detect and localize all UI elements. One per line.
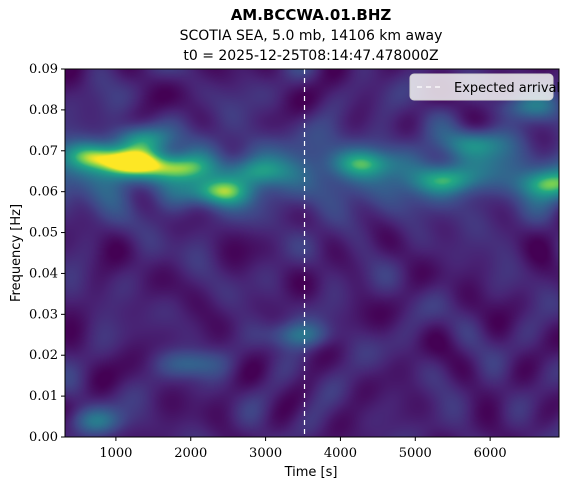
chart-subtitle-line1: SCOTIA SEA, 5.0 mb, 14106 km away [180, 28, 443, 44]
y-tick-label: 0.06 [29, 185, 58, 200]
chart-subtitle-line2: t0 = 2025-12-25T08:14:47.478000Z [183, 48, 438, 64]
y-tick-label: 0.00 [29, 430, 58, 445]
y-tick-label: 0.09 [29, 62, 58, 77]
x-tick-label: 2000 [174, 446, 207, 461]
x-axis-label: Time [s] [284, 465, 338, 480]
legend: Expected arrival [409, 73, 560, 101]
y-tick-label: 0.01 [29, 389, 58, 404]
plot-frame [64, 68, 560, 438]
spectrogram-heatmap [65, 69, 559, 437]
x-tick-label: 5000 [399, 446, 432, 461]
legend-entry: Expected arrival [454, 81, 560, 96]
y-tick-label: 0.02 [29, 348, 58, 363]
plot-area [64, 68, 560, 438]
y-tick-label: 0.05 [29, 226, 58, 241]
y-tick-label: 0.04 [29, 266, 58, 281]
chart-title: AM.BCCWA.01.BHZ [231, 6, 392, 24]
x-tick-label: 1000 [99, 446, 132, 461]
legend-box [409, 73, 554, 101]
x-tick-label: 3000 [249, 446, 282, 461]
x-tick-label: 6000 [474, 446, 507, 461]
x-axis: 1000 2000 3000 4000 5000 6000 [99, 437, 507, 461]
y-tick-label: 0.03 [29, 307, 58, 322]
x-tick-label: 4000 [324, 446, 357, 461]
y-axis-label: Frequency [Hz] [9, 204, 24, 302]
y-axis: 0.00 0.01 0.02 0.03 0.04 0.05 0.06 0.07 0.08 0.09 [29, 62, 65, 445]
y-tick-label: 0.08 [29, 103, 58, 118]
y-tick-label: 0.07 [29, 144, 58, 159]
